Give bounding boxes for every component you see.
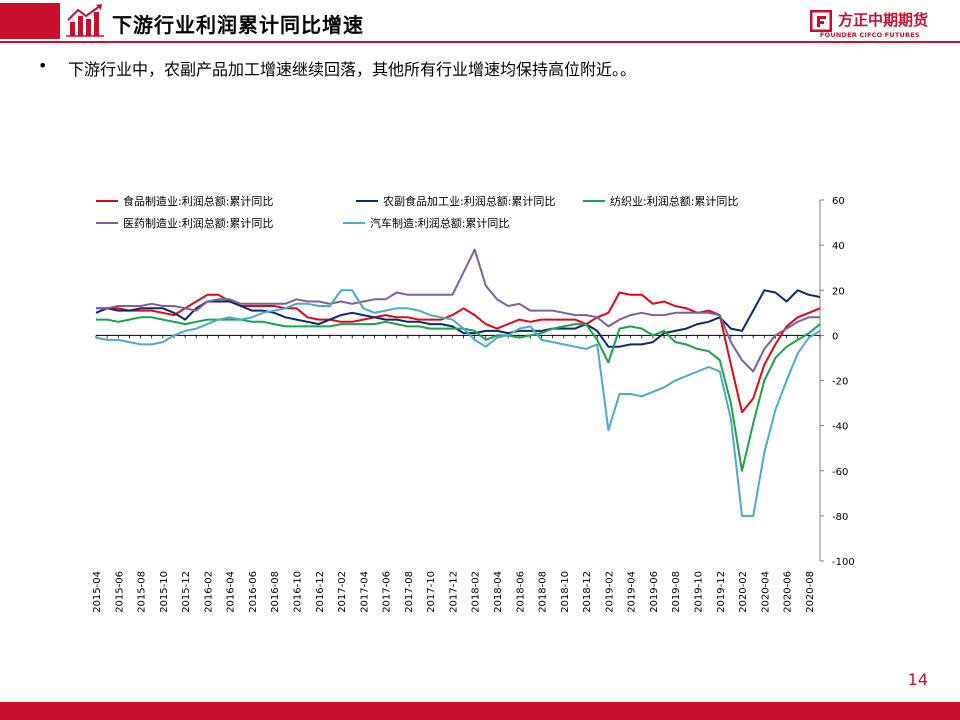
x-tick-label: 2018-10 [560, 571, 571, 613]
x-tick-label: 2017-08 [404, 571, 415, 613]
y-tick-label: -100 [832, 557, 855, 568]
header-red-block [0, 3, 60, 39]
brand-name: 方正中期期货 [838, 11, 929, 29]
legend-label-4: 医药制造业:利润总额:累计同比 [123, 216, 273, 230]
x-tick-label: 2019-02 [604, 571, 615, 613]
y-tick-label: 20 [832, 286, 845, 297]
y-tick-label: -20 [832, 377, 848, 388]
x-tick-label: 2019-04 [627, 571, 638, 613]
series-line-4 [96, 248, 820, 373]
page-number: 14 [907, 670, 928, 689]
x-tick-label: 2019-06 [649, 571, 660, 613]
x-tick-label: 2017-04 [359, 571, 370, 613]
x-tick-label: 2015-10 [159, 571, 170, 613]
x-tick-label: 2018-06 [515, 571, 526, 613]
x-tick-label: 2018-02 [471, 571, 482, 613]
x-tick-label: 2020-04 [760, 571, 771, 613]
series-line-5 [95, 289, 821, 517]
x-tick-label: 2020-08 [805, 571, 816, 613]
x-tick-label: 2017-02 [337, 571, 348, 613]
bullet-text: 下游行业中，农副产品加工增速继续回落，其他所有行业增速均保持高位附近。。 [68, 60, 637, 79]
x-tick-label: 2018-08 [538, 571, 549, 613]
x-tick-label: 2020-02 [738, 571, 749, 613]
x-tick-label: 2019-08 [671, 571, 682, 613]
chart-axes: 60 40 20 0 -20 -40 -60 -80 -100 2015-04 2015-06 201… [92, 196, 855, 613]
y-tick-label: 60 [832, 196, 845, 207]
y-tick-label: 0 [832, 331, 838, 342]
chart-series [95, 248, 821, 517]
bullet-marker: • [38, 56, 48, 75]
legend-label-1: 食品制造业:利润总额:累计同比 [123, 194, 273, 208]
x-tick-label: 2020-06 [783, 571, 794, 613]
series-line-2 [95, 289, 821, 348]
x-tick-label: 2019-12 [716, 571, 727, 613]
x-tick-label: 2017-10 [426, 571, 437, 613]
x-tick-label: 2018-04 [493, 571, 504, 613]
x-tick-label: 2016-02 [203, 571, 214, 613]
legend-label-2: 农副食品加工业:利润总额:累计同比 [383, 194, 555, 208]
x-tick-label: 2016-08 [270, 571, 281, 613]
y-tick-label: 40 [832, 241, 845, 252]
x-tick-label: 2017-06 [382, 571, 393, 613]
y-tick-label: -60 [832, 467, 848, 478]
x-tick-label: 2017-12 [448, 571, 459, 613]
brand-subtitle: FOUNDER CIFCO FUTURES [820, 31, 920, 39]
header-divider [0, 41, 960, 43]
y-tick-label: -40 [832, 422, 848, 433]
legend-label-5: 汽车制造:利润总额:累计同比 [370, 216, 509, 230]
x-tick-label: 2016-06 [248, 571, 259, 613]
x-tick-label: 2016-12 [315, 571, 326, 613]
footer-bar [0, 702, 960, 720]
x-tick-label: 2019-10 [693, 571, 704, 613]
chart-legend: 食品制造业:利润总额:累计同比 农副食品加工业:利润总额:累计同比 纺织业:利润总额… [96, 194, 738, 230]
series-line-3 [96, 316, 821, 472]
brand-logo: 方正中期期货 FOUNDER CIFCO FUTURES [810, 9, 940, 41]
x-tick-label: 2015-08 [137, 571, 148, 613]
header-bar: 下游行业利润累计同比增速 方正中期期货 FOUNDER CIFCO FUTURE… [0, 0, 960, 43]
x-tick-label: 2015-06 [114, 571, 125, 613]
x-tick-label: 2016-04 [226, 571, 237, 613]
x-tick-label: 2016-10 [292, 571, 303, 613]
x-tick-label: 2015-12 [181, 571, 192, 613]
legend-label-3: 纺织业:利润总额:累计同比 [610, 194, 738, 208]
x-tick-label: 2018-12 [582, 571, 593, 613]
y-tick-label: -80 [832, 512, 848, 523]
founder-logo-icon [810, 10, 832, 32]
x-tick-label: 2015-04 [92, 571, 103, 613]
page-title: 下游行业利润累计同比增速 [112, 13, 364, 37]
bar-chart-growth-icon [66, 4, 104, 37]
